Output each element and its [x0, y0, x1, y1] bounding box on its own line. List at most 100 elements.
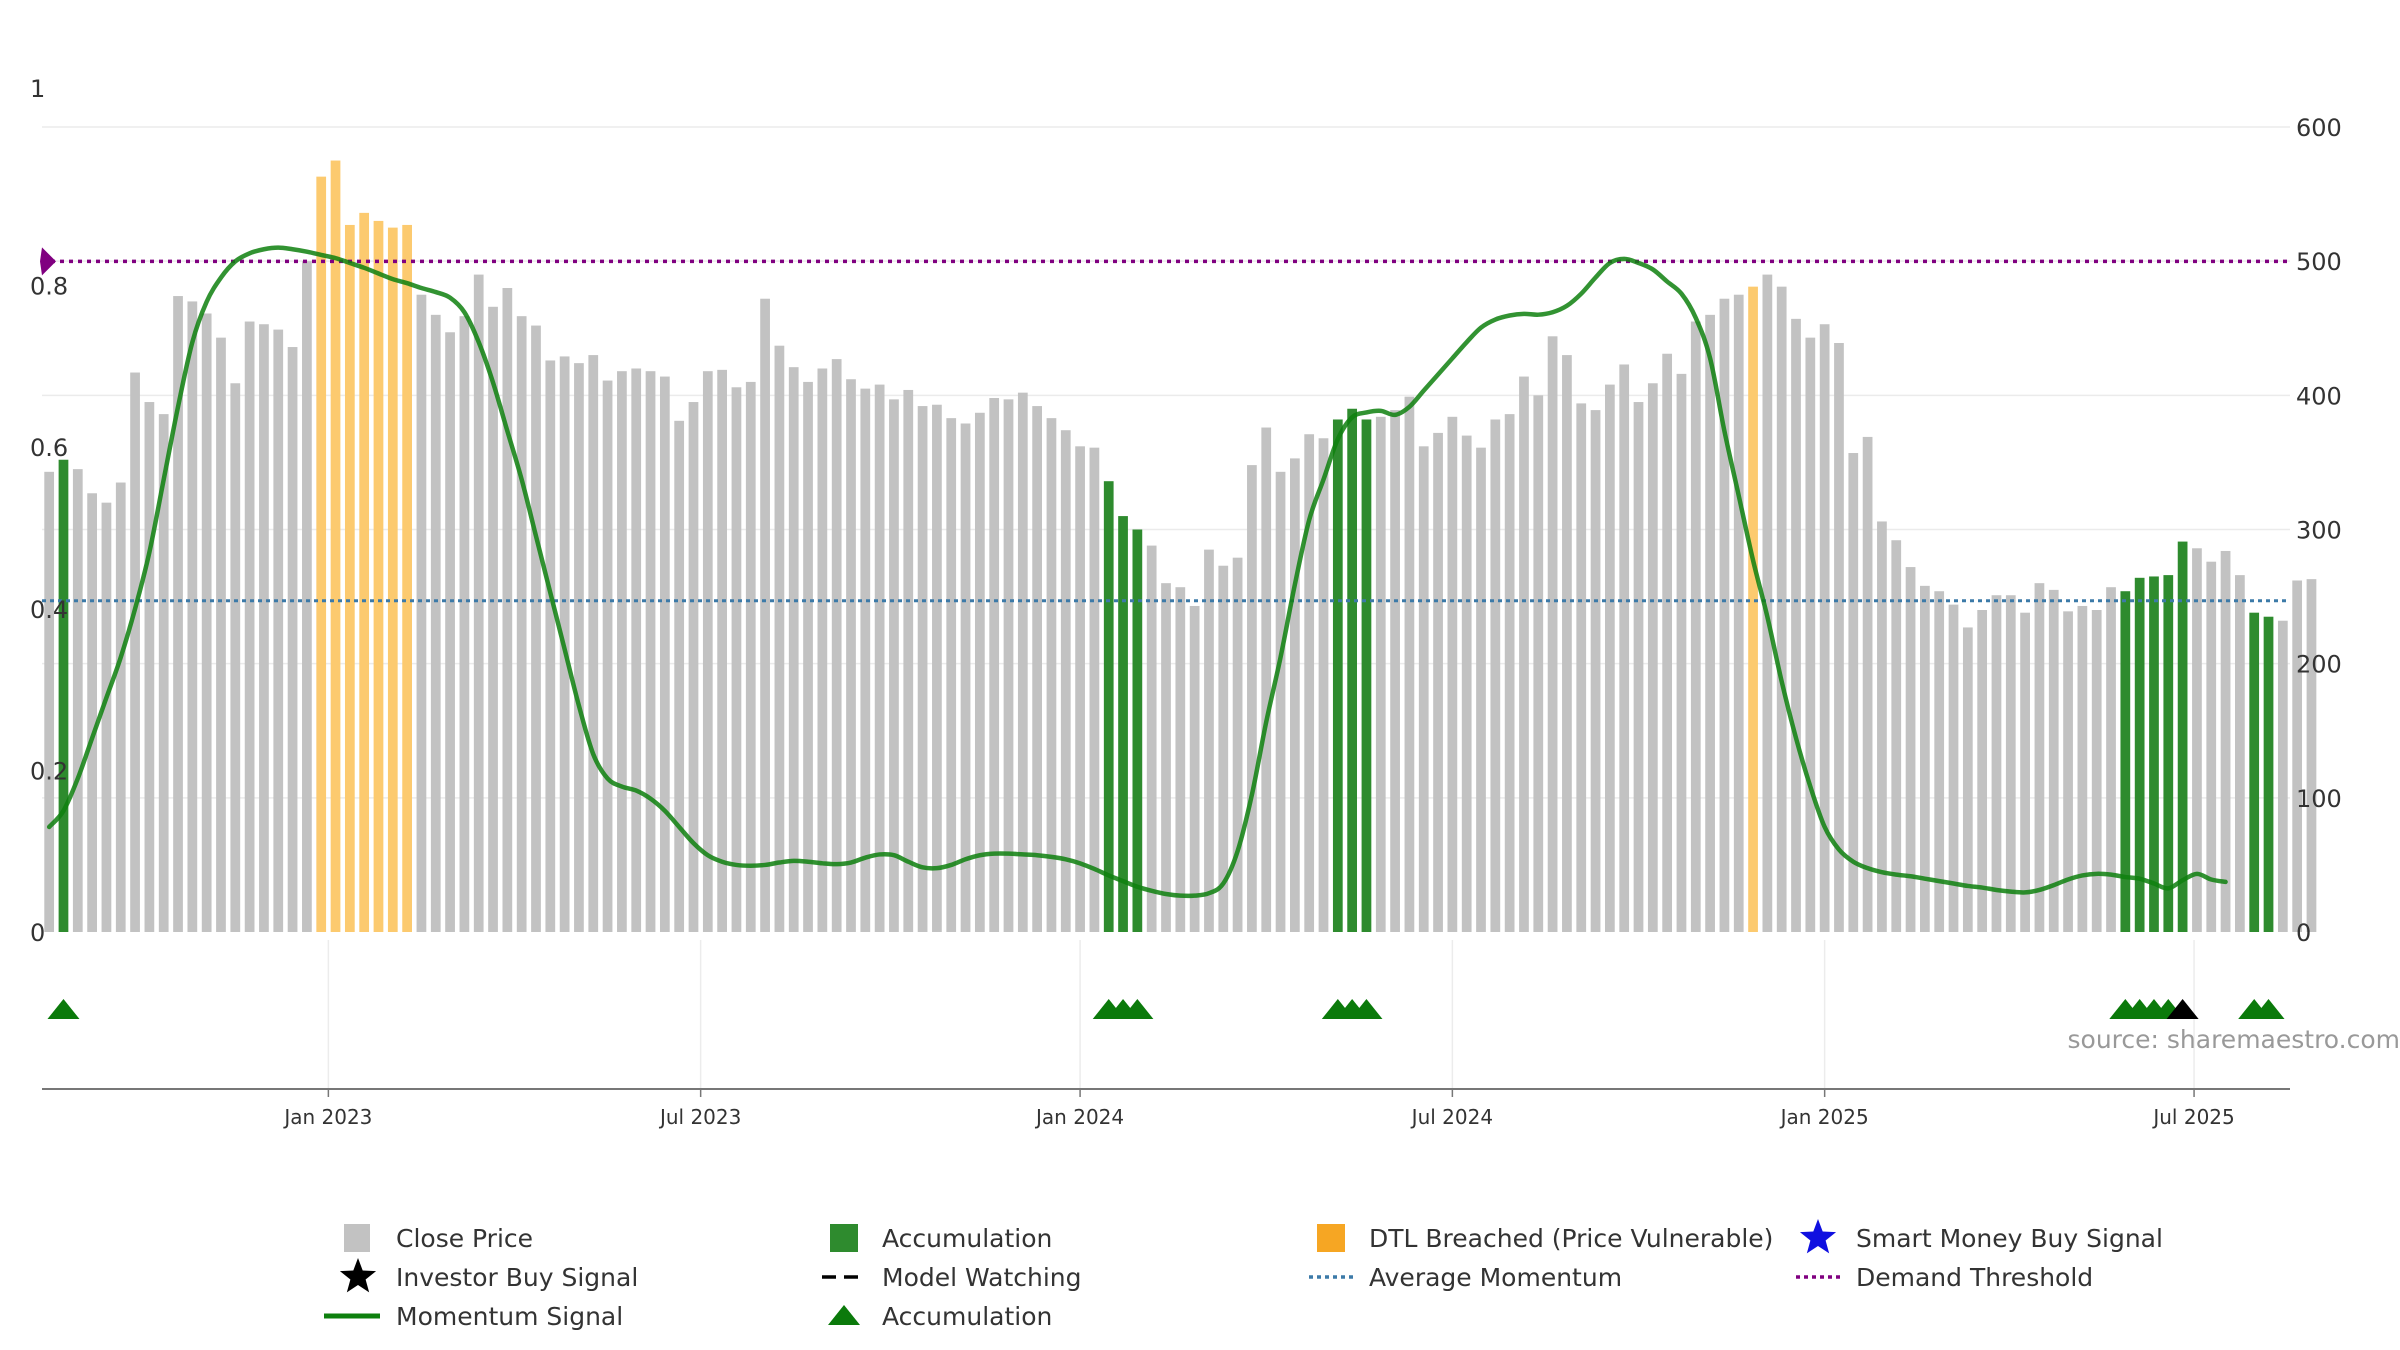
accumulation-bar — [2120, 591, 2131, 932]
close-price-bar — [2106, 587, 2116, 932]
close-price-bar — [659, 376, 670, 932]
close-price-bar — [158, 414, 169, 932]
left-y-tick-label: 0.4 — [30, 596, 68, 624]
close-price-bar — [588, 355, 599, 932]
close-price-bar — [688, 402, 699, 933]
legend-label: Investor Buy Signal — [396, 1263, 638, 1292]
close-price-bar — [1175, 587, 1186, 932]
close-price-bar — [502, 288, 513, 932]
close-price-bar — [702, 371, 713, 932]
close-price-bar — [2235, 575, 2245, 932]
legend-item: Accumulation — [828, 1302, 1052, 1331]
source-credit: source: sharemaestro.com — [2068, 1025, 2400, 1054]
close-price-bar — [974, 412, 985, 932]
close-price-bar — [2063, 611, 2073, 932]
dtl-breached-bar — [387, 227, 398, 932]
momentum-layer — [46, 245, 2228, 899]
close-price-bar — [216, 337, 226, 932]
close-price-bar — [473, 274, 484, 932]
close-price-bar — [1404, 396, 1415, 932]
close-price-bar — [2077, 605, 2088, 932]
close-price-bar — [874, 384, 885, 933]
close-price-bar — [1060, 430, 1071, 932]
close-price-bar — [416, 294, 427, 932]
close-price-bar — [1032, 406, 1043, 933]
accumulation-bar — [1347, 408, 1358, 932]
right-y-tick-label: 200 — [2296, 651, 2342, 679]
investor-buy-star-icon — [339, 1258, 377, 1293]
close-price-bar — [1289, 458, 1300, 932]
close-price-bar — [130, 372, 140, 932]
close-price-bar — [1490, 419, 1501, 932]
accumulation-bar — [2249, 612, 2260, 932]
close-price-bar — [1017, 392, 1028, 932]
signal-markers — [47, 999, 2285, 1019]
investor-buy-marker-icon — [2166, 999, 2199, 1019]
close-price-bar — [1461, 435, 1472, 932]
legend-item: DTL Breached (Price Vulnerable) — [1317, 1224, 1773, 1253]
x-tick-label: Jul 2023 — [658, 1105, 741, 1129]
close-price-bar — [2206, 561, 2217, 932]
close-price-bar — [430, 314, 441, 932]
close-price-bar — [1447, 416, 1458, 932]
right-y-tick-label: 300 — [2296, 517, 2342, 545]
legend-label: Smart Money Buy Signal — [1856, 1224, 2163, 1253]
close-price-bar — [960, 423, 971, 932]
close-price-bar — [1805, 337, 1816, 932]
close-price-bar — [889, 399, 899, 932]
legend-item: Demand Threshold — [1796, 1263, 2093, 1292]
legend-label: DTL Breached (Price Vulnerable) — [1369, 1224, 1773, 1253]
x-tick-label: Jan 2025 — [1779, 1105, 1869, 1129]
close-price-bar — [259, 324, 269, 933]
close-price-bar — [72, 469, 83, 932]
close-price-bar — [1146, 545, 1157, 932]
close-price-bar — [2034, 583, 2045, 932]
close-price-bar — [1247, 465, 1257, 932]
left-y-tick-label: 0 — [30, 919, 45, 947]
close-price-bar — [1390, 410, 1400, 932]
close-price-bar — [1003, 399, 1014, 932]
legend-item: Close Price — [344, 1224, 533, 1253]
close-price-bar — [2048, 589, 2059, 932]
left-y-tick-label: 1 — [30, 75, 45, 103]
legend-label: Accumulation — [882, 1224, 1052, 1253]
close-price-bar — [917, 406, 928, 933]
close-price-bar — [516, 316, 527, 932]
legend-item: Average Momentum — [1309, 1263, 1622, 1292]
close-price-bar — [745, 381, 756, 933]
close-price-bar — [1504, 414, 1515, 932]
close-price-bar — [1791, 318, 1801, 932]
accumulation-bar — [1332, 419, 1343, 932]
close-price-bar — [2306, 579, 2317, 932]
legend-label: Average Momentum — [1369, 1263, 1622, 1292]
close-price-bar — [1533, 395, 1544, 932]
close-price-bar — [1891, 540, 1902, 932]
close-price-bar — [1776, 286, 1787, 932]
close-price-bar — [989, 398, 1000, 932]
close-price-bar — [44, 471, 55, 932]
close-price-bar — [1418, 446, 1429, 932]
close-price-bar — [2192, 548, 2202, 932]
close-price-bar — [545, 360, 556, 932]
legend-item: Investor Buy Signal — [339, 1258, 638, 1293]
close-price-bar — [1476, 447, 1486, 932]
close-price-bar — [631, 368, 642, 932]
accumulation-marker-icon — [1121, 999, 1154, 1019]
accumulation-bar — [2163, 575, 2174, 932]
close-price-bar — [115, 482, 126, 932]
close-price-bar — [1075, 446, 1085, 932]
close-price-bar — [287, 347, 298, 932]
close-price-bar — [531, 325, 541, 933]
x-tick-label: Jan 2023 — [282, 1105, 372, 1129]
close-price-bar — [1433, 432, 1443, 932]
close-price-bar — [1662, 353, 1673, 932]
close-price-bar — [1275, 471, 1286, 932]
close-price-bar — [273, 329, 284, 932]
legend: Close Price Accumulation DTL Breached (Pri… — [324, 1219, 2163, 1331]
x-tick-label: Jul 2025 — [2151, 1105, 2234, 1129]
dtl-breached-swatch-icon — [1317, 1224, 1345, 1252]
close-price-bar — [645, 371, 656, 932]
close-price-bar — [831, 359, 842, 932]
close-price-bar — [445, 332, 455, 932]
close-price-bar — [1905, 567, 1916, 932]
